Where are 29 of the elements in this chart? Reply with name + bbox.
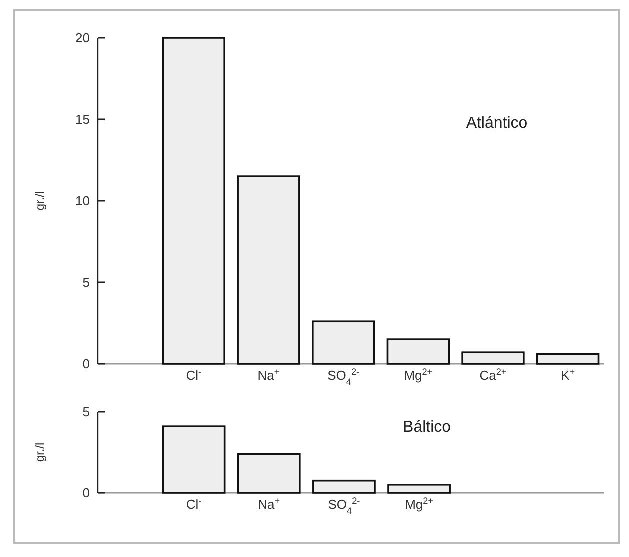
x-tick-label: Na$^{+}$ bbox=[258, 496, 280, 512]
bar bbox=[462, 352, 525, 365]
x-tick-label: K$^{+}$ bbox=[561, 367, 576, 383]
text: Atlántico bbox=[466, 115, 528, 132]
x-tick-label: Na$^{+}$ bbox=[258, 367, 280, 383]
bar bbox=[386, 338, 450, 365]
x-tick-label: Mg$^{2+}$ bbox=[404, 367, 433, 383]
y-tick-label: 20 bbox=[76, 30, 90, 46]
bar bbox=[237, 453, 301, 494]
x-tick-label: Ca$^{2+}$ bbox=[480, 367, 507, 383]
y-tick-label: 15 bbox=[76, 112, 90, 128]
y-tick-label: 10 bbox=[76, 194, 90, 209]
x-tick-label: Mg$^{2+}$ bbox=[405, 496, 434, 512]
x-tick-label: Cl$^{-}$ bbox=[186, 496, 202, 512]
y-tick-label: 0 bbox=[82, 356, 90, 372]
bar bbox=[162, 37, 226, 365]
bar bbox=[312, 320, 376, 365]
y-tick-label: 0 bbox=[82, 486, 90, 501]
chart-title: Báltico bbox=[403, 419, 452, 436]
bar bbox=[312, 480, 376, 494]
y-axis-title: gr./l bbox=[33, 191, 47, 211]
y-axis-title: gr./l bbox=[33, 442, 47, 462]
x-tick-label: Cl$^{-}$ bbox=[186, 367, 202, 383]
bar bbox=[388, 484, 451, 494]
y-tick-label: 5 bbox=[82, 275, 90, 290]
bar bbox=[536, 353, 600, 365]
y-tick-label: 5 bbox=[82, 404, 90, 420]
bar bbox=[162, 426, 226, 494]
bar bbox=[237, 176, 300, 365]
